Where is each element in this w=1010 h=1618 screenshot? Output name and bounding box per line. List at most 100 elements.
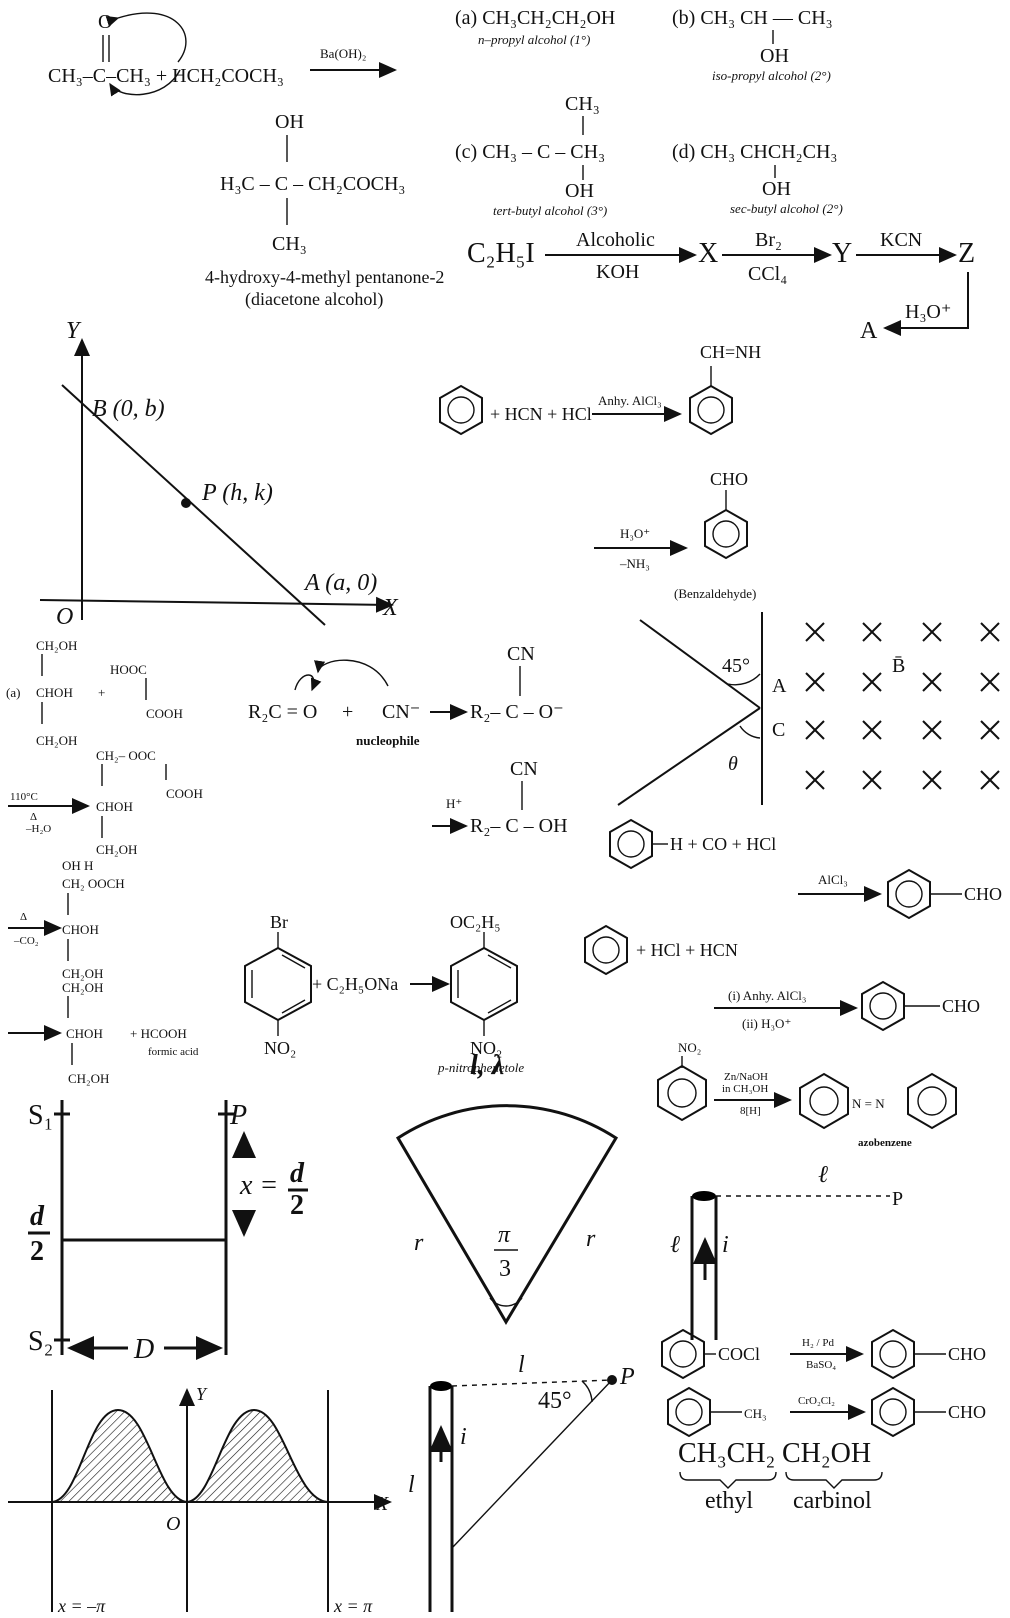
- benzene-ring: [657, 1064, 707, 1122]
- aldol-common-name: (diacetone alcohol): [245, 289, 383, 310]
- field-cross: [980, 720, 1000, 740]
- gatt-catalyst: Anhy. AlCl₃: [598, 393, 662, 408]
- seq-start: C₂H₅I: [467, 238, 535, 269]
- seq-x: X: [698, 238, 718, 269]
- eth-br: Br: [270, 912, 288, 932]
- sector-angle-num: π: [498, 1222, 511, 1248]
- gly-cooh: COOH: [146, 706, 183, 721]
- gly-ester-1: CH₂– OOC: [96, 748, 156, 763]
- aldol-name: 4-hydroxy-4-methyl pentanone-2: [205, 267, 444, 287]
- benzene-ring: [609, 818, 653, 870]
- graph1-p-label: P (h, k): [201, 480, 273, 506]
- field-cross: [862, 622, 882, 642]
- benzene-ring: [661, 1328, 705, 1380]
- benzene-ring: [689, 384, 733, 436]
- alcohol-b-name: iso-propyl alcohol (2°): [712, 68, 831, 83]
- graph1-y-label: Y: [66, 318, 82, 344]
- alcohol-classes: (a) CH₃CH₂CH₂OH n–propyl alcohol (1°) (b…: [455, 7, 843, 218]
- wire1-i: i: [722, 1232, 729, 1258]
- benzene-ring: [887, 868, 931, 920]
- graph1-point-p: [181, 498, 191, 508]
- gattermann-reaction: + HCN + HCl Anhy. AlCl₃ CH=NH CHO H₃O⁺ –…: [439, 342, 761, 601]
- wire2-i: i: [460, 1424, 467, 1450]
- sector-r-left: r: [414, 1230, 424, 1256]
- intercept-graph: Y X O B (0, b) P (h, k) A (a, 0): [39, 318, 399, 630]
- eth-no2: NO₂: [264, 1038, 296, 1058]
- gly-ester-3: CH₂OH: [96, 842, 137, 857]
- gk-left: H + CO + HCl: [670, 834, 776, 854]
- graph2-xl: x = –π: [57, 1596, 106, 1616]
- azo-no2: NO₂: [678, 1040, 701, 1055]
- graph2-x: X: [375, 1493, 389, 1515]
- angle-theta: θ: [728, 753, 738, 775]
- field-cross: [862, 720, 882, 740]
- seq-r1-top: Alcoholic: [576, 229, 655, 251]
- point-a: A: [772, 675, 787, 697]
- etard-ch3: CH₃: [744, 1406, 767, 1421]
- gatt-ch-nh: CH=NH: [700, 342, 761, 362]
- gly-ester-cooh: COOH: [166, 786, 203, 801]
- graph1-b-label: B (0, b): [92, 396, 165, 422]
- alcohol-c-ch3: CH₃: [565, 93, 600, 115]
- azo-r2: in CH₃OH: [722, 1083, 768, 1095]
- g2-r1: (i) Anhy. AlCl₃: [728, 988, 806, 1003]
- gly-f6: CHOH: [66, 1026, 103, 1041]
- gly-f2: CH₂ OOCH: [62, 876, 125, 891]
- field-cross: [980, 672, 1000, 692]
- field-cross: [980, 622, 1000, 642]
- wire2-p: P: [619, 1364, 635, 1390]
- cyano-cn-top2: CN: [510, 758, 538, 780]
- graph2-o: O: [166, 1513, 180, 1535]
- graph1-x-label: X: [382, 595, 399, 621]
- gly-a: (a): [6, 685, 20, 700]
- gatt-name: (Benzaldehyde): [674, 586, 756, 601]
- azo-r3: 8[H]: [740, 1105, 761, 1117]
- gly-formic: formic acid: [148, 1046, 199, 1058]
- eth-plus: + C₂H₅ONa: [312, 974, 398, 994]
- eth-name: p-nitrophenetole: [437, 1060, 524, 1075]
- azo-r1: Zn/NaOH: [724, 1071, 768, 1083]
- gly-ch2oh-2: CH₂OH: [36, 733, 77, 748]
- ros-cocl: COCl: [718, 1344, 760, 1364]
- angle-45: 45°: [722, 655, 750, 677]
- cyano-plus: +: [342, 701, 353, 723]
- ether-synthesis: Br NO₂ + C₂H₅ONa OC₂H₅ NO₂ p-nitrophenet…: [244, 912, 524, 1075]
- alcohol-c: (c) CH₃ – C – CH₃: [455, 141, 605, 163]
- gly-chohl-1: CHOH: [36, 685, 73, 700]
- field-cross: [922, 672, 942, 692]
- field-cross: [862, 672, 882, 692]
- cyanohydrin-reaction: R₂C = O + CN⁻ nucleophile CN R₂– C – O⁻ …: [248, 643, 568, 837]
- alcohol-b: (b) CH₃ CH — CH₃: [672, 7, 833, 29]
- gk-cho: CHO: [964, 884, 1002, 904]
- cyano-cn-top: CN: [507, 643, 535, 665]
- ros-r1: H₂ / Pd: [802, 1337, 834, 1349]
- benzene-ring: [871, 1328, 915, 1380]
- benzene-ring: [450, 946, 518, 1022]
- etard-r1: CrO₂Cl₂: [798, 1395, 835, 1407]
- ydse-d-num: d: [290, 1158, 305, 1189]
- gly-plus: +: [98, 685, 105, 700]
- alcohol-d: (d) CH₃ CHCH₂CH₃: [672, 141, 837, 163]
- ethyl-carbinol: CH₃CH₂ CH₂OH ethyl carbinol: [678, 1438, 883, 1514]
- aldol-o: O: [98, 11, 112, 33]
- gly-ch2oh-1: CH₂OH: [36, 638, 77, 653]
- eth-no2-b: NO₂: [470, 1038, 502, 1058]
- ydse-x: x =: [239, 1170, 278, 1201]
- field-cross: [922, 622, 942, 642]
- gattermann-2: + HCl + HCN (i) Anhy. AlCl₃ (ii) H₃O⁺ CH…: [584, 924, 980, 1032]
- wire1-l-side: ℓ: [670, 1232, 680, 1258]
- eth-oc2h5: OC₂H₅: [450, 912, 501, 932]
- wire-diagram-2: l 45° P l i: [408, 1352, 635, 1612]
- seq-r4: H₃O⁺: [905, 301, 951, 323]
- field-cross: [980, 770, 1000, 790]
- graph2-xr: x = π: [333, 1596, 373, 1616]
- gly-cond-110: 110°C: [10, 791, 38, 803]
- field-b: B̄: [892, 655, 905, 677]
- gly-f5: CH₂OH: [62, 980, 103, 995]
- carb-b: CH₂OH: [782, 1438, 871, 1469]
- gly-ester-2: CHOH: [96, 799, 133, 814]
- g2-r2: (ii) H₃O⁺: [742, 1016, 791, 1031]
- etard-cho: CHO: [948, 1402, 986, 1422]
- benzene-ring: [871, 1386, 915, 1438]
